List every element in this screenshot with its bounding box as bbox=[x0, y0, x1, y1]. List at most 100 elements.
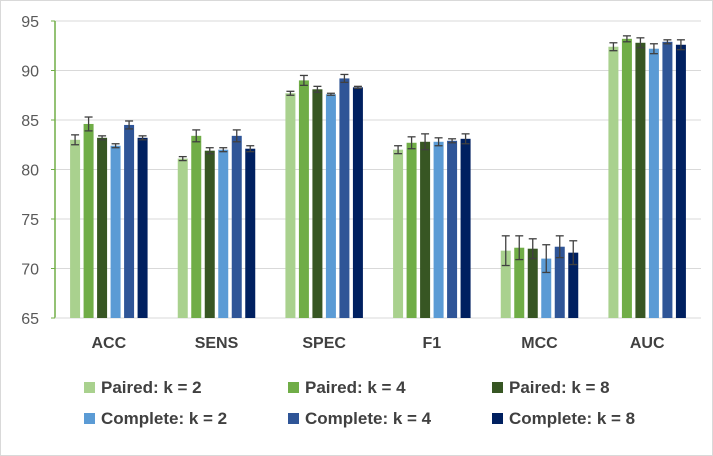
bar-sens-series-6 bbox=[245, 148, 256, 318]
bar-auc-series-6 bbox=[675, 44, 686, 318]
legend-item-6: Complete: k = 8 bbox=[492, 409, 635, 428]
bar-spec-series-2 bbox=[298, 80, 309, 319]
gridlines bbox=[55, 20, 701, 269]
bar-mcc-series-6 bbox=[568, 252, 579, 318]
error-bar-f1-series-3 bbox=[421, 133, 430, 151]
error-bar-mcc-series-1 bbox=[501, 235, 510, 267]
bar-mcc-series-4 bbox=[541, 258, 552, 318]
bar-f1-series-1 bbox=[393, 149, 404, 318]
error-bar-sens-series-6 bbox=[246, 145, 255, 153]
error-bar-auc-series-6 bbox=[676, 39, 685, 51]
legend-swatch-1 bbox=[84, 382, 95, 393]
bar-acc-series-4 bbox=[110, 145, 121, 318]
error-bar-f1-series-6 bbox=[461, 133, 470, 145]
bar-mcc-series-2 bbox=[514, 247, 525, 318]
bar-spec-series-6 bbox=[352, 87, 363, 318]
x-tick-label-auc: AUC bbox=[630, 335, 665, 352]
bars bbox=[70, 38, 686, 319]
error-bar-spec-series-3 bbox=[313, 85, 322, 93]
error-bar-acc-series-4 bbox=[111, 143, 120, 149]
bar-acc-series-5 bbox=[124, 124, 135, 318]
y-tick-label-95: 95 bbox=[21, 14, 39, 31]
axes bbox=[51, 20, 701, 319]
error-bar-auc-series-1 bbox=[609, 42, 618, 52]
bar-mcc-series-1 bbox=[500, 250, 511, 318]
bar-auc-series-1 bbox=[608, 46, 619, 319]
bar-sens-series-3 bbox=[204, 150, 215, 318]
bar-auc-series-5 bbox=[662, 41, 673, 318]
error-bar-acc-series-5 bbox=[125, 120, 134, 130]
legend-label-5: Complete: k = 4 bbox=[305, 409, 432, 428]
x-tick-label-spec: SPEC bbox=[302, 335, 346, 352]
error-bar-mcc-series-6 bbox=[569, 240, 578, 266]
legend-swatch-3 bbox=[492, 382, 503, 393]
legend: Paired: k = 2 Paired: k = 4 Paired: k = 8 C… bbox=[84, 378, 635, 428]
legend-label-3: Paired: k = 8 bbox=[509, 378, 610, 397]
y-tick-label-70: 70 bbox=[21, 262, 39, 279]
bar-f1-series-2 bbox=[406, 142, 417, 318]
bar-auc-series-2 bbox=[621, 38, 632, 318]
error-bar-spec-series-1 bbox=[286, 90, 295, 96]
error-bar-sens-series-1 bbox=[178, 155, 187, 162]
x-tick-label-mcc: MCC bbox=[521, 335, 558, 352]
legend-swatch-5 bbox=[288, 413, 299, 424]
error-bar-spec-series-4 bbox=[326, 92, 335, 96]
legend-label-1: Paired: k = 2 bbox=[101, 378, 202, 397]
legend-item-2: Paired: k = 4 bbox=[288, 378, 406, 397]
legend-swatch-6 bbox=[492, 413, 503, 424]
error-bar-sens-series-5 bbox=[232, 129, 241, 143]
legend-label-2: Paired: k = 4 bbox=[305, 378, 406, 397]
legend-item-5: Complete: k = 4 bbox=[288, 409, 432, 428]
bar-f1-series-3 bbox=[420, 141, 431, 318]
y-tick-label-85: 85 bbox=[21, 113, 39, 130]
error-bar-spec-series-6 bbox=[353, 85, 362, 89]
error-bar-f1-series-1 bbox=[394, 145, 403, 155]
y-tick-label-90: 90 bbox=[21, 64, 39, 81]
bar-spec-series-4 bbox=[325, 94, 336, 318]
axis-labels: 65 70 75 80 85 90 95 ACC SENS SPEC F1 MCC AUC bbox=[21, 14, 665, 352]
legend-swatch-2 bbox=[288, 382, 299, 393]
bar-auc-series-3 bbox=[635, 42, 646, 318]
bar-sens-series-4 bbox=[218, 149, 229, 318]
bar-f1-series-5 bbox=[447, 140, 458, 318]
error-bars bbox=[71, 35, 685, 274]
bar-sens-series-5 bbox=[231, 135, 242, 318]
error-bar-mcc-series-5 bbox=[555, 235, 564, 259]
x-tick-label-sens: SENS bbox=[195, 335, 239, 352]
error-bar-f1-series-2 bbox=[407, 136, 416, 150]
bar-auc-series-4 bbox=[648, 48, 659, 318]
x-tick-label-f1: F1 bbox=[422, 335, 441, 352]
bar-sens-series-1 bbox=[177, 158, 188, 318]
error-bar-mcc-series-4 bbox=[542, 244, 551, 274]
bar-spec-series-1 bbox=[285, 93, 296, 319]
legend-swatch-4 bbox=[84, 413, 95, 424]
error-bar-auc-series-5 bbox=[663, 39, 672, 45]
error-bar-sens-series-2 bbox=[192, 129, 201, 143]
error-bar-auc-series-3 bbox=[636, 37, 645, 49]
legend-item-3: Paired: k = 8 bbox=[492, 378, 610, 397]
error-bar-mcc-series-3 bbox=[528, 238, 537, 260]
bar-mcc-series-3 bbox=[527, 248, 538, 318]
bar-acc-series-2 bbox=[83, 123, 94, 319]
bar-spec-series-3 bbox=[312, 89, 323, 318]
legend-item-4: Complete: k = 2 bbox=[84, 409, 227, 428]
error-bar-f1-series-4 bbox=[434, 137, 443, 147]
bar-f1-series-4 bbox=[433, 141, 444, 318]
error-bar-f1-series-5 bbox=[448, 138, 457, 144]
bar-acc-series-6 bbox=[137, 137, 148, 318]
legend-label-6: Complete: k = 8 bbox=[509, 409, 635, 428]
y-tick-label-75: 75 bbox=[21, 212, 39, 229]
error-bar-spec-series-2 bbox=[299, 74, 308, 86]
error-bar-mcc-series-2 bbox=[515, 235, 524, 261]
bar-spec-series-5 bbox=[339, 78, 350, 318]
y-tick-label-65: 65 bbox=[21, 311, 39, 328]
error-bar-acc-series-1 bbox=[71, 134, 80, 146]
bar-acc-series-3 bbox=[97, 137, 108, 318]
error-bar-auc-series-4 bbox=[649, 43, 658, 55]
x-tick-label-acc: ACC bbox=[91, 335, 126, 352]
error-bar-sens-series-3 bbox=[205, 147, 214, 155]
legend-item-1: Paired: k = 2 bbox=[84, 378, 202, 397]
bar-acc-series-1 bbox=[70, 139, 81, 318]
bar-sens-series-2 bbox=[191, 135, 202, 318]
